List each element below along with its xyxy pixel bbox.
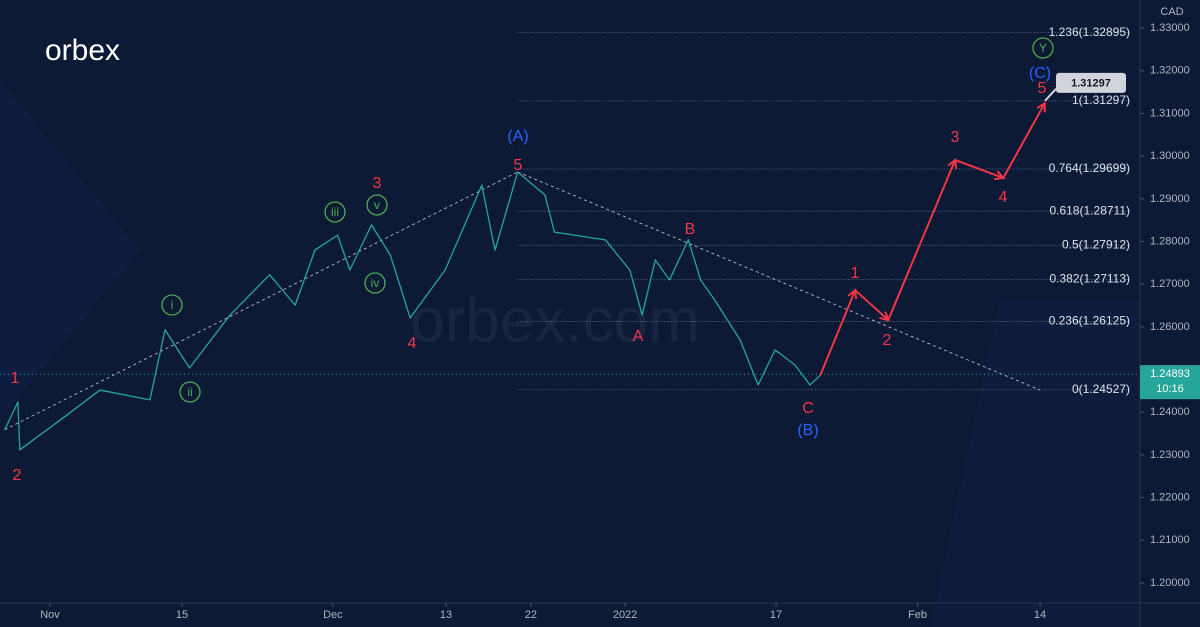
fib-label: 0.236(1.26125): [1049, 314, 1130, 328]
y-tick-label: 1.24000: [1150, 406, 1190, 418]
x-tick-label: 15: [176, 609, 188, 621]
wave-label: 2: [13, 467, 22, 484]
arrow-head: [1036, 101, 1046, 113]
wave-label: iii: [331, 205, 339, 219]
arrow-head: [847, 288, 858, 300]
wave-label: 4: [999, 189, 1008, 206]
arrow-head: [879, 311, 890, 322]
fib-label: 0.764(1.29699): [1049, 161, 1130, 175]
fib-label: 0(1.24527): [1072, 382, 1130, 396]
wave-circle: [161, 294, 183, 316]
currency: CAD: [1160, 6, 1183, 18]
wave-label: C: [802, 400, 814, 417]
wave-label: 2: [883, 332, 892, 349]
price-line: [4, 171, 821, 451]
y-tick-label: 1.23000: [1150, 449, 1190, 461]
y-tick-label: 1.30000: [1150, 150, 1190, 162]
wave-label: 5: [514, 157, 523, 174]
x-tick-label: 2022: [613, 609, 637, 621]
wave-label: B: [685, 221, 696, 238]
y-tick-label: 1.28000: [1150, 235, 1190, 247]
wave-label: (C): [1029, 65, 1051, 82]
fib-label: 1(1.31297): [1072, 93, 1130, 107]
arrow-head: [994, 170, 1006, 181]
decor: [930, 300, 1140, 627]
y-tick-label: 1.29000: [1150, 193, 1190, 205]
y-tick-label: 1.32000: [1150, 65, 1190, 77]
wave-label: 3: [951, 129, 960, 146]
projection-path: [819, 102, 1046, 376]
x-tick-label: Feb: [908, 609, 927, 621]
fib-label: 0.382(1.27113): [1049, 272, 1130, 286]
target-tag-label: 1.31297: [1071, 78, 1111, 90]
wave-label: 4: [408, 335, 417, 352]
x-tick-label: Dec: [323, 609, 343, 621]
y-tick-label: 1.22000: [1150, 491, 1190, 503]
last-price-time: 10:16: [1156, 383, 1184, 395]
wave-circle: [364, 272, 386, 294]
wave-label: v: [374, 198, 380, 212]
arrow-head: [947, 158, 958, 170]
x-tick-label: 22: [525, 609, 537, 621]
y-tick-label: 1.20000: [1150, 577, 1190, 589]
wave-circle: [366, 194, 388, 216]
logo: orbex: [45, 34, 120, 67]
wave-circle: [324, 201, 346, 223]
last-price-tag: [1140, 365, 1200, 400]
decor: [0, 80, 140, 420]
wave-label: 1: [11, 370, 20, 387]
fib-label: 0.618(1.28711): [1049, 203, 1130, 217]
y-tick-label: 1.21000: [1150, 534, 1190, 546]
y-tick-label: 1.27000: [1150, 278, 1190, 290]
wave-label: (B): [797, 422, 818, 439]
wave-label: Y: [1039, 41, 1047, 55]
wave-circle: [1032, 37, 1054, 59]
last-price-label: 1.24893: [1150, 368, 1190, 380]
wave-label: ii: [187, 385, 192, 399]
wave-label: 3: [373, 175, 382, 192]
wave-label: (A): [507, 128, 528, 145]
target-connector: [1044, 88, 1057, 102]
watermark: orbex.com: [410, 286, 699, 355]
x-tick-label: Nov: [40, 609, 60, 621]
wave-label: 5: [1038, 80, 1047, 97]
x-tick-label: 14: [1034, 609, 1046, 621]
wave-label: 1: [851, 265, 860, 282]
wave-label: iv: [371, 276, 380, 290]
wave-label: A: [633, 328, 644, 345]
fib-label: 1.236(1.32895): [1049, 25, 1130, 39]
target-tag: [1056, 72, 1126, 93]
x-tick-label: 17: [770, 609, 782, 621]
wave-label: i: [171, 298, 174, 312]
fib-label: 0.5(1.27912): [1062, 237, 1130, 251]
y-tick-label: 1.31000: [1150, 107, 1190, 119]
y-tick-label: 1.33000: [1150, 22, 1190, 34]
wave-circle: [179, 381, 201, 403]
x-tick-label: 13: [440, 609, 452, 621]
trend-line: [517, 171, 1041, 391]
y-tick-label: 1.26000: [1150, 321, 1190, 333]
